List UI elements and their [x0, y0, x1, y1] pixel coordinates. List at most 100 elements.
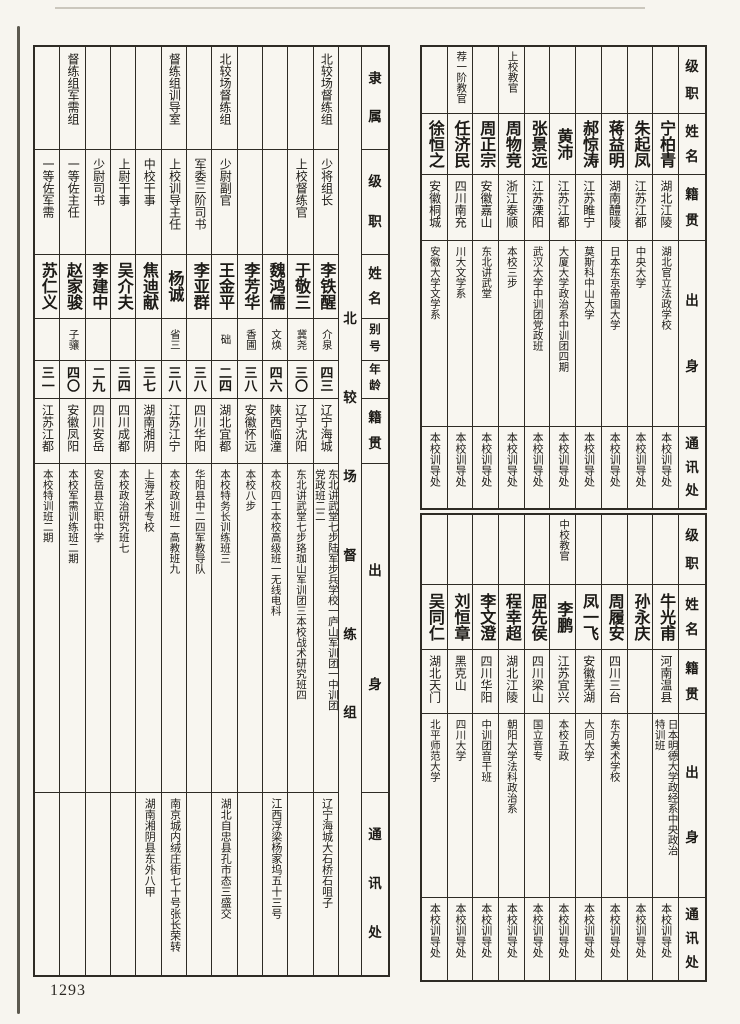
header-cell: 年龄 — [362, 359, 388, 398]
cell-name: 吴介夫 — [111, 254, 136, 318]
cell-origin: 湖北天门 — [421, 648, 447, 713]
header-cell: 级职 — [362, 148, 388, 255]
cell-rank: 军委三阶司书 — [187, 148, 212, 255]
person-column: 上校教官 周物竞 浙江泰顺 本校三步 本校训导处 — [498, 47, 524, 508]
cell-background: 本校五政 — [550, 713, 576, 896]
cell-rank — [576, 515, 601, 584]
field-header-column: 级职姓名籍贯出身通讯处 — [678, 515, 705, 980]
cell-age: 三一 — [35, 359, 60, 398]
left-roster-table: 隶属级职姓名别号年龄籍贯出身通讯处北较场督练组北较场督练组 少将组长 李铁醒 介泉 四三… — [33, 45, 390, 977]
cell-age: 二四 — [212, 359, 237, 398]
person-column: 中校干事 焦迪献 三七 湖南湘阴 上海艺术专校 湖南湘阴县东外八甲 — [135, 47, 161, 975]
cell-rank — [263, 148, 288, 255]
cell-contact: 本校训导处 — [627, 425, 653, 508]
cell-contact: 本校训导处 — [653, 896, 678, 980]
cell-contact: 本校训导处 — [550, 896, 576, 980]
person-column: 凤一飞 安徽芜湖 大同大学 本校训导处 — [575, 515, 601, 980]
cell-origin — [627, 648, 653, 713]
header-cell: 级职 — [685, 528, 699, 571]
cell-contact: 本校训导处 — [576, 425, 601, 508]
cell-contact: 本校训导处 — [473, 896, 499, 980]
cell-contact: 本校训导处 — [524, 896, 550, 980]
cell-name: 刘恒章 — [447, 584, 473, 648]
cell-origin: 四川南充 — [447, 173, 473, 240]
cell-age: 三七 — [136, 359, 161, 398]
cell-origin: 四川三台 — [601, 648, 627, 713]
person-column: 上尉干事 吴介夫 三四 四川成都 本校政治研究班七 — [110, 47, 136, 975]
cell-rank — [422, 47, 447, 113]
cell-contact: 本校训导处 — [473, 425, 499, 508]
cell-background — [627, 713, 653, 896]
cell-background: 大同大学 — [576, 713, 601, 896]
cell-origin: 江苏溧阳 — [524, 173, 550, 240]
field-header-column: 级职姓名籍贯出身通讯处 — [678, 47, 705, 508]
page-number: 1293 — [50, 982, 86, 999]
header-cell: 出身 — [679, 240, 705, 425]
cell-age: 三八 — [237, 359, 263, 398]
cell-contact: 本校训导处 — [601, 425, 627, 508]
person-column: 宁柏青 湖北江陵 湖北官立法政学校 本校训导处 — [652, 47, 678, 508]
cell-name: 王金平 — [212, 254, 237, 318]
person-column: 郝惊涛 江苏睢宁 莫斯科中山大学 本校训导处 — [575, 47, 601, 508]
person-column: 北较场督练组 少尉副官 王金平础二四 湖北宜都 本校特务长训练班三 湖北自忠县孔市态三盛交 — [211, 47, 237, 975]
person-column: 牛光甫 河南温县 日本明德大学政经系中央政治 特训班 本校训导处 — [652, 515, 678, 980]
cell-background: 莫斯科中山大学 — [576, 240, 601, 425]
cell-name: 李芳华 — [237, 254, 263, 318]
cell-contact: 本校训导处 — [627, 896, 653, 980]
person-column: 刘恒章 黑克山 四川大学 本校训导处 — [446, 515, 473, 980]
cell-rank — [422, 515, 447, 584]
cell-rank: 少将组长 — [313, 148, 338, 255]
person-column: 张景远 江苏溧阳 武汉大学中训团党政班 本校训导处 — [523, 47, 550, 508]
cell-alias: 文焕 — [263, 317, 288, 360]
cell-name: 凤一飞 — [576, 584, 601, 648]
cell-age: 四六 — [263, 359, 288, 398]
person-column: 督练组训导室 上校训导主任 杨诚 省三 三八 江苏江宁 本校政训班一高教班九 南京城内绒庄街七… — [160, 47, 187, 975]
cell-contact: 江西浮梁杨家坞五十三号 — [263, 791, 288, 975]
cell-age: 三八 — [187, 359, 212, 398]
person-column: 军委三阶司书 李亚群 三八 四川华阳 华阳县中二四军教导队 — [186, 47, 212, 975]
cell-origin: 四川成都 — [111, 397, 136, 464]
cell-rank — [653, 515, 678, 584]
cell-rank: 少尉司书 — [85, 148, 111, 255]
cell-origin: 安徽怀远 — [237, 397, 263, 464]
cell-name: 周履安 — [601, 584, 627, 648]
cell-name: 赵家骏 — [60, 254, 85, 318]
cell-name: 李铁醒 — [313, 254, 338, 318]
person-column: 周履安 四川三台 东方美术学校 本校训导处 — [600, 515, 627, 980]
cell-name: 焦迪献 — [136, 254, 161, 318]
header-cell: 级职 — [685, 59, 699, 101]
cell-origin: 辽宁海城 — [313, 397, 338, 464]
cell-contact — [237, 791, 263, 975]
cell-origin: 浙江泰顺 — [499, 173, 524, 240]
cell-background: 四川大学 — [447, 713, 473, 896]
header-cell: 出身 — [679, 713, 705, 896]
cell-background: 本校政治研究班七 — [111, 463, 136, 792]
cell-rank — [473, 515, 498, 584]
header-cell: 籍贯 — [679, 648, 705, 713]
person-column: 朱起凤 江苏江都 中央大学 本校训导处 — [626, 47, 653, 508]
cell-background: 东北讲武堂七步珞珈山军训团三本校战术研究班四 — [288, 463, 313, 792]
cell-name: 周正宗 — [473, 113, 499, 173]
person-column: 魏鸿儒 文焕 四六 陕西临潼 本校四工本校高级班一无线电科 江西浮梁杨家坞五十三号 — [262, 47, 288, 975]
cell-contact: 湖北自忠县孔市态三盛交 — [212, 791, 237, 975]
cell-affiliation — [187, 47, 211, 149]
cell-affiliation: 北较场督练组 — [218, 53, 233, 125]
cell-name: 杨诚 — [161, 254, 187, 318]
cell-rank — [525, 47, 550, 113]
section-label-column: 北较场督练组 — [338, 47, 361, 975]
cell-alias: 省三 — [161, 317, 187, 360]
cell-origin: 湖北宜都 — [212, 397, 237, 464]
cell-origin: 陕西临潼 — [263, 397, 288, 464]
cell-rank: 荐一阶教官 — [455, 51, 467, 104]
cell-background: 本校特务长训练班三 — [212, 463, 237, 792]
cell-origin: 江苏江都 — [627, 173, 653, 240]
cell-name: 郝惊涛 — [576, 113, 601, 173]
cell-rank: 一等佐主任 — [60, 148, 85, 255]
cell-name: 牛光甫 — [653, 584, 678, 648]
cell-rank: 少尉副官 — [212, 148, 237, 255]
cell-origin: 四川安岳 — [85, 397, 111, 464]
person-column: 孙永庆 本校训导处 — [626, 515, 653, 980]
cell-affiliation — [111, 47, 135, 149]
cell-rank — [628, 515, 653, 584]
cell-contact: 本校训导处 — [421, 425, 447, 508]
